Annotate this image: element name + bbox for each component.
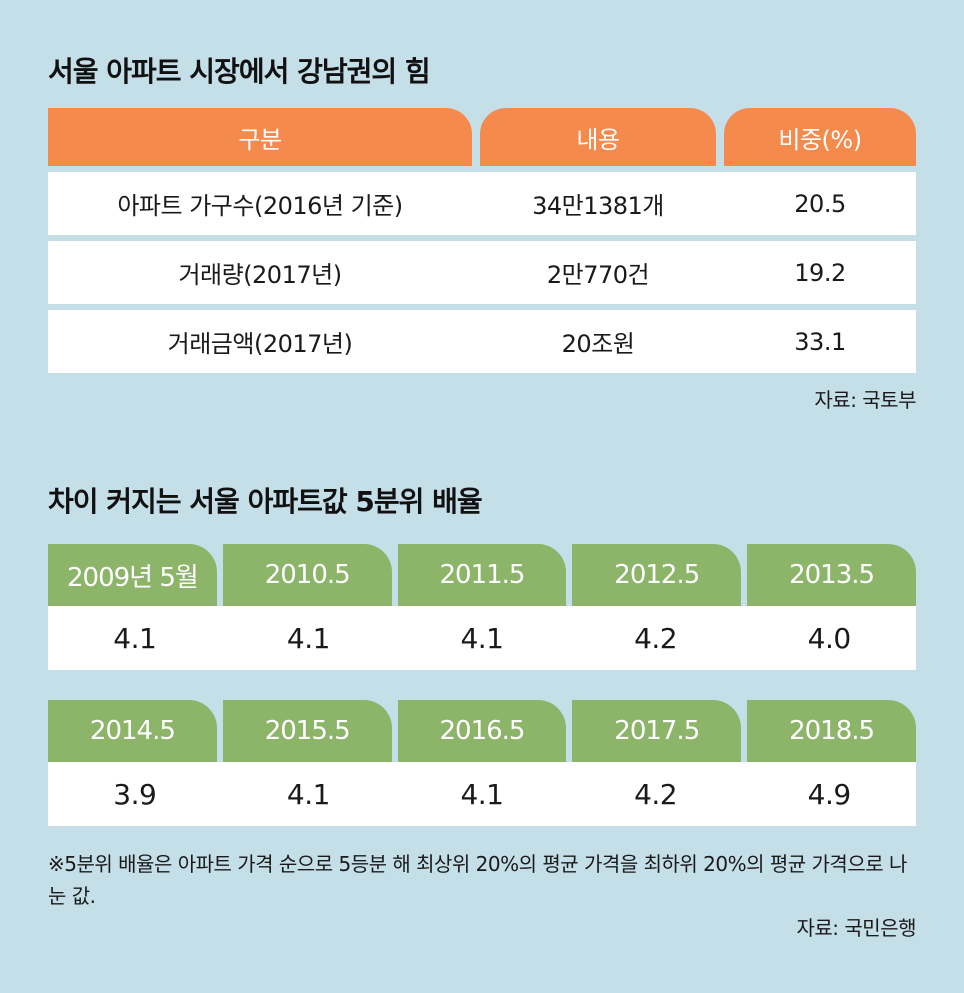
ratio-value: 4.2 bbox=[634, 621, 678, 655]
source-label: 자료: 국민은행 bbox=[796, 916, 917, 940]
table-row: 거래량(2017년) 2만770건 19.2 bbox=[48, 241, 916, 304]
ratio-grid-top: 2009년 5월 2010.5 2011.5 2012.5 2013.5 4.1… bbox=[48, 544, 916, 670]
ratio-grid-bottom: 2014.5 2015.5 2016.5 2017.5 2018.5 3.9 4… bbox=[48, 700, 916, 826]
ratio-value-row: 4.1 4.1 4.1 4.2 4.0 bbox=[48, 606, 916, 670]
ratio-value: 4.1 bbox=[286, 777, 331, 811]
period-label: 2014.5 bbox=[48, 700, 217, 762]
footnote: ※5분위 배율은 아파트 가격 순으로 5등분 해 최상위 20%의 평균 가격… bbox=[48, 852, 907, 908]
period-label: 2013.5 bbox=[747, 544, 916, 606]
row-share: 20.5 bbox=[794, 189, 846, 218]
ratio-value: 4.2 bbox=[634, 777, 678, 811]
period-label: 2009년 5월 bbox=[48, 544, 217, 606]
ratio-value: 4.9 bbox=[807, 777, 852, 811]
row-content: 20조원 bbox=[561, 330, 635, 358]
header-content: 내용 bbox=[480, 108, 716, 166]
period-label: 2011.5 bbox=[397, 544, 567, 606]
ratio-header-row: 2014.5 2015.5 2016.5 2017.5 2018.5 bbox=[48, 700, 916, 762]
ratio-value: 4.1 bbox=[460, 621, 504, 655]
share-table-header: 구분 내용 비중(%) bbox=[48, 108, 916, 166]
period-label: 2012.5 bbox=[572, 544, 742, 606]
row-label: 거래량(2017년) bbox=[178, 261, 342, 289]
table-row: 거래금액(2017년) 20조원 33.1 bbox=[48, 310, 916, 373]
table1-title: 서울 아파트 시장에서 강남권의 힘 bbox=[48, 55, 431, 88]
row-content: 2만770건 bbox=[546, 261, 650, 289]
ratio-header-row: 2009년 5월 2010.5 2011.5 2012.5 2013.5 bbox=[48, 544, 916, 606]
period-label: 2017.5 bbox=[572, 700, 742, 762]
period-label: 2015.5 bbox=[222, 700, 392, 762]
ratio-value: 3.9 bbox=[113, 777, 157, 811]
ratio-value: 4.1 bbox=[286, 621, 331, 655]
header-category: 구분 bbox=[48, 108, 472, 166]
source-label: 자료: 국토부 bbox=[814, 388, 916, 412]
row-share: 33.1 bbox=[794, 327, 846, 356]
row-label: 아파트 가구수(2016년 기준) bbox=[117, 192, 403, 220]
ratio-value-row: 3.9 4.1 4.1 4.2 4.9 bbox=[48, 762, 916, 826]
share-table: 구분 내용 비중(%) 아파트 가구수(2016년 기준) 34만1381개 2… bbox=[48, 108, 916, 373]
row-share: 19.2 bbox=[794, 258, 846, 287]
table-row: 아파트 가구수(2016년 기준) 34만1381개 20.5 bbox=[48, 172, 916, 235]
ratio-value: 4.0 bbox=[807, 621, 852, 655]
table2-title: 차이 커지는 서울 아파트값 5분위 배율 bbox=[48, 485, 483, 518]
header-share: 비중(%) bbox=[724, 108, 916, 166]
period-label: 2010.5 bbox=[222, 544, 392, 606]
period-label: 2016.5 bbox=[397, 700, 567, 762]
row-content: 34만1381개 bbox=[532, 192, 664, 220]
ratio-value: 4.1 bbox=[460, 777, 504, 811]
ratio-value: 4.1 bbox=[113, 621, 157, 655]
period-label: 2018.5 bbox=[747, 700, 916, 762]
row-label: 거래금액(2017년) bbox=[167, 330, 353, 358]
